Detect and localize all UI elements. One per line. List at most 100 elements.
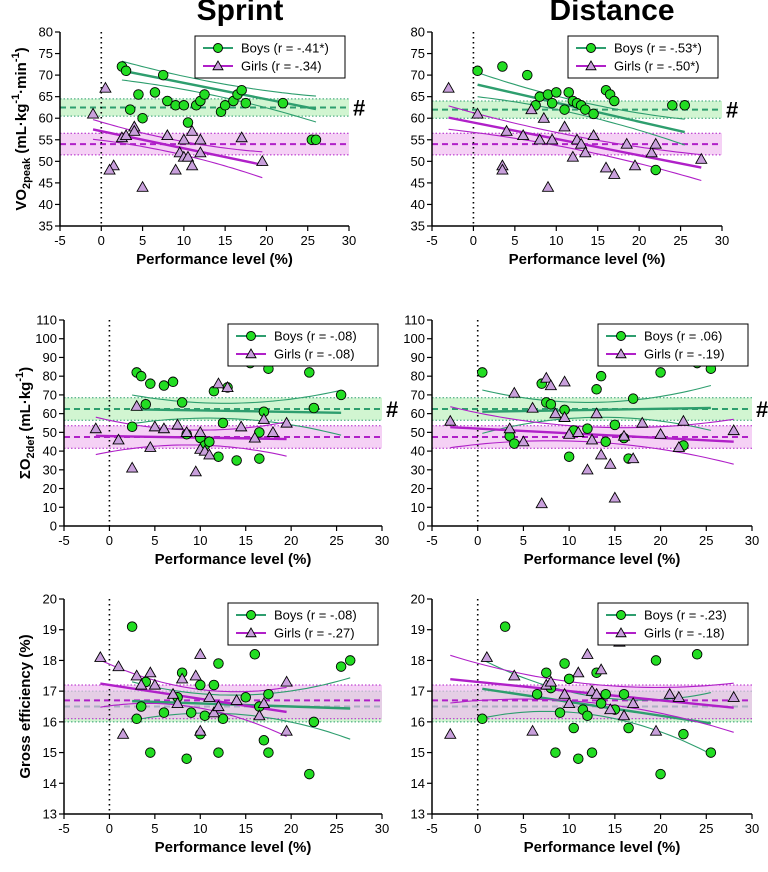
data-point-girls [581,463,594,475]
data-point-girls [585,433,599,445]
y-tick-label: 17 [411,684,425,699]
x-tick-label: 25 [699,533,713,548]
x-tick-label: 15 [590,233,604,248]
data-point-boys [600,436,611,447]
ci-lower-boys [121,79,317,123]
legend: Boys (r = -.23) Girls (r = -.18) [597,602,749,646]
y-tick-label: 50 [411,425,425,440]
x-tick-label: 20 [632,233,646,248]
data-point-girls [166,687,180,699]
x-axis-label: Performance level (%) [136,251,293,268]
y-tick-label: 14 [43,776,57,791]
data-point-girls [212,377,225,389]
regression-line-boys [482,687,712,725]
x-tick-label: 30 [375,533,389,548]
y-tick-label: 90 [43,350,57,365]
x-tick-label: 10 [549,233,563,248]
data-point-boys [595,370,607,382]
data-point-boys [204,436,215,447]
data-point-girls [94,650,107,662]
data-point-boys [541,667,552,678]
data-point-boys [219,100,231,111]
data-point-boys [124,104,136,115]
y-tick-label: 16 [411,714,425,729]
data-point-girls [112,433,125,445]
significance-marker: # [756,397,768,422]
data-point-girls [562,427,576,439]
x-tick-label: 10 [193,533,207,548]
data-point-girls [562,697,576,709]
data-point-boys [497,61,508,72]
y-axis-label: VO2peak (mL·kg-1·min-1) [10,47,33,210]
y-tick-label: 17 [43,684,57,699]
data-point-girls [628,159,642,171]
data-point-boys [477,713,488,725]
data-point-boys [600,688,611,700]
x-tick-label: 25 [329,533,343,548]
y-tick-label: 70 [411,68,425,83]
legend-label-girls: Girls (r = -.19) [644,347,725,362]
data-point-boys [546,97,558,109]
data-point-girls [727,690,740,702]
data-point-girls [185,159,199,171]
x-tick-label: 20 [653,533,667,548]
data-point-boys [195,679,206,691]
data-point-girls [189,669,203,681]
data-point-boys [678,728,689,740]
data-point-girls [572,425,585,437]
legend-label-girls: Girls (r = -.50*) [614,59,700,74]
data-point-girls [266,425,280,437]
y-tick-label: 13 [411,807,425,822]
data-point-girls [221,381,234,392]
data-point-girls [540,371,553,383]
data-point-boys [254,453,265,464]
x-tick-label: -5 [426,233,438,248]
data-point-girls [645,146,658,158]
data-point-boys [137,112,148,124]
data-point-boys [550,747,561,758]
y-tick-label: 40 [411,197,425,212]
data-point-girls [590,407,603,419]
data-point-boys [582,423,593,434]
y-tick-label: 110 [36,313,57,328]
x-tick-label: 0 [106,821,113,836]
data-point-boys [551,87,562,98]
data-point-boys [157,69,169,81]
data-point-girls [177,133,191,145]
data-point-boys [208,679,220,691]
data-point-boys [691,649,703,660]
y-tick-label: 0 [418,519,425,534]
data-point-girls [130,399,143,411]
data-point-boys [588,108,599,120]
y-tick-label: 60 [39,111,53,126]
data-point-boys [522,69,533,81]
data-point-boys [559,658,570,669]
data-point-boys [335,389,347,401]
data-point-boys [586,747,598,758]
x-tick-label: 25 [673,233,687,248]
data-point-girls [558,410,571,422]
y-tick-label: 70 [39,68,53,83]
regression-line-boys [132,408,342,414]
x-tick-label: 5 [511,233,518,248]
data-point-girls [161,129,174,141]
data-point-girls [86,107,100,119]
data-point-boys [563,673,575,685]
data-point-girls [194,133,207,145]
data-point-boys [679,100,690,111]
data-point-girls [280,724,293,736]
y-tick-label: 13 [43,807,57,822]
data-point-girls [181,150,195,162]
ci-upper-girls [450,654,734,689]
legend-box [567,35,719,79]
column-title-sprint: Sprint [197,0,284,27]
data-point-girls [99,81,112,93]
panel-vo2peak-sprint: 35 40 45 50 55 60 65 70 75 80 -5 0 5 10 15 20 25 30 Perfor… [10,25,365,269]
data-point-boys [135,701,147,712]
data-point-boys [145,747,156,758]
x-tick-label: 30 [342,233,356,248]
y-tick-label: 19 [43,622,57,637]
data-point-girls [203,448,216,460]
data-point-boys [213,747,224,758]
data-point-boys [310,134,322,146]
